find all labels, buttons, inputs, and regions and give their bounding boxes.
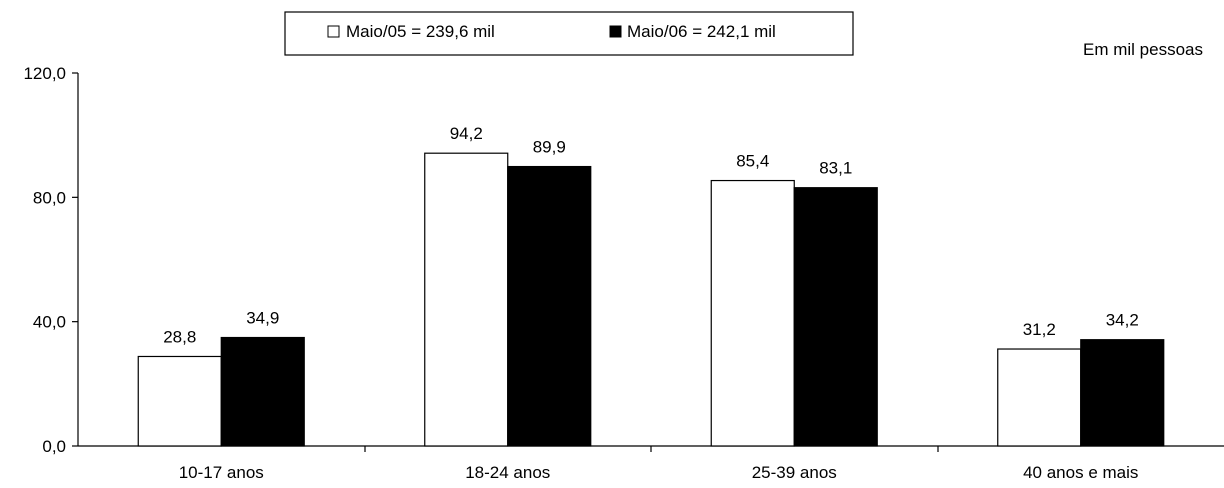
y-tick-label: 80,0: [33, 188, 66, 207]
data-label: 28,8: [163, 327, 196, 346]
bar-series-1: [997, 348, 1082, 447]
bar-series-2: [1080, 339, 1165, 447]
legend-swatch-maio-06: [609, 25, 622, 38]
bar-series-1: [424, 152, 509, 447]
bars: [137, 152, 1165, 447]
unit-note: Em mil pessoas: [1083, 40, 1203, 59]
legend-label-maio-05: Maio/05 = 239,6 mil: [346, 22, 495, 41]
x-tick-label: 40 anos e mais: [1023, 463, 1138, 482]
bar-series-2: [507, 165, 592, 447]
y-tick-label: 40,0: [33, 313, 66, 332]
x-tick-label: 10-17 anos: [179, 463, 264, 482]
data-label: 83,1: [819, 159, 852, 178]
data-label: 94,2: [450, 124, 483, 143]
bar-series-1: [137, 355, 222, 447]
data-label: 34,2: [1106, 311, 1139, 330]
y-tick-label: 120,0: [23, 64, 66, 83]
legend-box: [284, 11, 854, 56]
data-label: 85,4: [736, 152, 769, 171]
y-axis-ticks: 0,0 40,0 80,0 120,0: [23, 64, 78, 456]
bar-series-1: [710, 179, 795, 447]
legend-label-maio-06: Maio/06 = 242,1 mil: [627, 22, 776, 41]
legend: Maio/05 = 239,6 mil Maio/06 = 242,1 mil: [284, 11, 854, 56]
x-tick-label: 25-39 anos: [752, 463, 837, 482]
y-tick-label: 0,0: [42, 437, 66, 456]
bar-series-2: [220, 336, 305, 447]
x-tick-label: 18-24 anos: [465, 463, 550, 482]
bar-series-2: [793, 187, 878, 447]
data-labels: 28,8 34,9 94,2 89,9 85,4 83,1 31,2 34,2: [163, 124, 1139, 346]
x-axis-ticks: 10-17 anos 18-24 anos 25-39 anos 40 anos e …: [179, 446, 1138, 482]
data-label: 31,2: [1023, 320, 1056, 339]
data-label: 34,9: [246, 309, 279, 328]
data-label: 89,9: [533, 138, 566, 157]
legend-swatch-maio-05: [327, 25, 340, 38]
